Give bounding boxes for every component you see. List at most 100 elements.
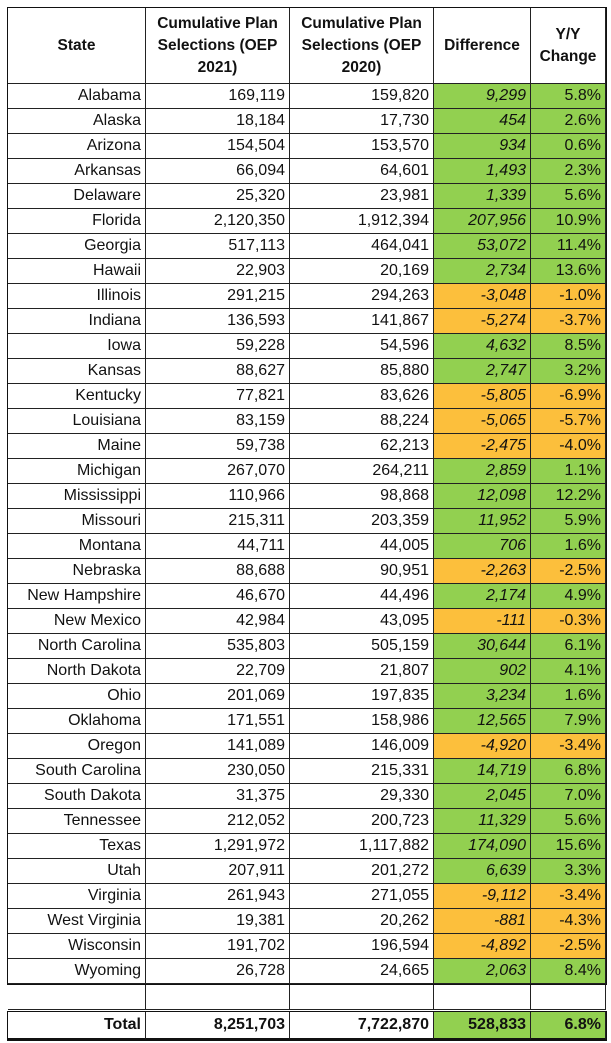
value-cell: 54,596	[290, 334, 434, 359]
value-cell: 146,009	[290, 734, 434, 759]
value-cell: 1,912,394	[290, 209, 434, 234]
value-cell: 291,215	[146, 284, 290, 309]
value-cell: 5.6%	[531, 809, 606, 834]
state-cell: Missouri	[8, 509, 146, 534]
state-cell: Mississippi	[8, 484, 146, 509]
value-cell: 2.6%	[531, 109, 606, 134]
value-cell: 25,320	[146, 184, 290, 209]
value-cell: 271,055	[290, 884, 434, 909]
column-header: Cumulative Plan Selections (OEP 2021)	[146, 8, 290, 84]
value-cell: -1.0%	[531, 284, 606, 309]
state-cell: Alaska	[8, 109, 146, 134]
value-cell: 535,803	[146, 634, 290, 659]
value-cell: -4,892	[434, 934, 531, 959]
value-cell: 15.6%	[531, 834, 606, 859]
value-cell: 30,644	[434, 634, 531, 659]
state-cell: Hawaii	[8, 259, 146, 284]
state-cell: Iowa	[8, 334, 146, 359]
state-cell: Delaware	[8, 184, 146, 209]
state-cell: Oklahoma	[8, 709, 146, 734]
column-header: Difference	[434, 8, 531, 84]
value-cell: -3.4%	[531, 734, 606, 759]
value-cell: 141,867	[290, 309, 434, 334]
state-cell: Virginia	[8, 884, 146, 909]
value-cell: 505,159	[290, 634, 434, 659]
value-cell: -2.5%	[531, 559, 606, 584]
value-cell: 83,626	[290, 384, 434, 409]
value-cell: 11,329	[434, 809, 531, 834]
value-cell: -2,263	[434, 559, 531, 584]
value-cell: 267,070	[146, 459, 290, 484]
value-cell: 42,984	[146, 609, 290, 634]
state-cell: Illinois	[8, 284, 146, 309]
value-cell: 2.3%	[531, 159, 606, 184]
value-cell: 3,234	[434, 684, 531, 709]
value-cell: -5.7%	[531, 409, 606, 434]
value-cell: 11.4%	[531, 234, 606, 259]
blank-cell	[531, 984, 606, 1010]
value-cell: 4.9%	[531, 584, 606, 609]
value-cell: 261,943	[146, 884, 290, 909]
value-cell: -5,805	[434, 384, 531, 409]
value-cell: 98,868	[290, 484, 434, 509]
state-cell: Montana	[8, 534, 146, 559]
value-cell: 212,052	[146, 809, 290, 834]
state-cell: Utah	[8, 859, 146, 884]
state-cell: Georgia	[8, 234, 146, 259]
value-cell: 1,493	[434, 159, 531, 184]
value-cell: 31,375	[146, 784, 290, 809]
value-cell: 203,359	[290, 509, 434, 534]
value-cell: 1,117,882	[290, 834, 434, 859]
state-cell: Wyoming	[8, 959, 146, 984]
state-cell: Total	[8, 1012, 146, 1040]
value-cell: 64,601	[290, 159, 434, 184]
value-cell: 1.1%	[531, 459, 606, 484]
value-cell: 215,311	[146, 509, 290, 534]
value-cell: 1.6%	[531, 534, 606, 559]
value-cell: 23,981	[290, 184, 434, 209]
blank-cell	[146, 984, 290, 1010]
value-cell: 110,966	[146, 484, 290, 509]
value-cell: 17,730	[290, 109, 434, 134]
value-cell: 26,728	[146, 959, 290, 984]
value-cell: 215,331	[290, 759, 434, 784]
value-cell: -3,048	[434, 284, 531, 309]
value-cell: 8.5%	[531, 334, 606, 359]
value-cell: 528,833	[434, 1012, 531, 1040]
value-cell: 154,504	[146, 134, 290, 159]
value-cell: 20,169	[290, 259, 434, 284]
value-cell: 6,639	[434, 859, 531, 884]
value-cell: 22,709	[146, 659, 290, 684]
state-cell: Nebraska	[8, 559, 146, 584]
value-cell: 46,670	[146, 584, 290, 609]
state-cell: Maine	[8, 434, 146, 459]
value-cell: -3.4%	[531, 884, 606, 909]
value-cell: -0.3%	[531, 609, 606, 634]
value-cell: 294,263	[290, 284, 434, 309]
value-cell: 902	[434, 659, 531, 684]
value-cell: 1,339	[434, 184, 531, 209]
value-cell: 207,956	[434, 209, 531, 234]
state-cell: Kentucky	[8, 384, 146, 409]
value-cell: 454	[434, 109, 531, 134]
state-cell: North Dakota	[8, 659, 146, 684]
value-cell: 62,213	[290, 434, 434, 459]
value-cell: 158,986	[290, 709, 434, 734]
value-cell: 7.0%	[531, 784, 606, 809]
value-cell: 7.9%	[531, 709, 606, 734]
state-cell: Florida	[8, 209, 146, 234]
value-cell: 2,120,350	[146, 209, 290, 234]
state-cell: Texas	[8, 834, 146, 859]
value-cell: 5.9%	[531, 509, 606, 534]
value-cell: 44,711	[146, 534, 290, 559]
state-cell: Indiana	[8, 309, 146, 334]
value-cell: -2,475	[434, 434, 531, 459]
value-cell: 517,113	[146, 234, 290, 259]
blank-cell	[290, 984, 434, 1010]
value-cell: 85,880	[290, 359, 434, 384]
value-cell: 934	[434, 134, 531, 159]
value-cell: 4.1%	[531, 659, 606, 684]
state-cell: Alabama	[8, 84, 146, 109]
value-cell: 59,228	[146, 334, 290, 359]
